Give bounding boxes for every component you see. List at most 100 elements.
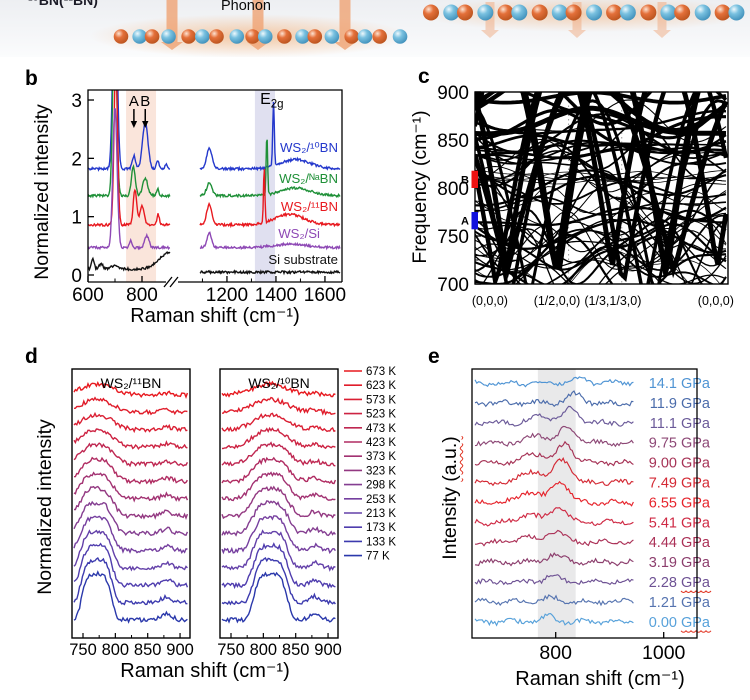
nitrogen-atom — [660, 4, 677, 21]
legend-label: 523 K — [366, 409, 396, 421]
pressure-label: 5.41 GPa — [649, 515, 711, 531]
svg-text:1: 1 — [71, 208, 82, 229]
temperature-spectrum-curve — [73, 542, 189, 588]
series-label: WS₂/Si — [278, 226, 320, 241]
legend-label: 173 K — [366, 522, 396, 534]
nitrogen-atom — [728, 4, 745, 21]
legend-label: 373 K — [366, 451, 396, 463]
nitrogen-atom — [257, 29, 273, 44]
phonon-band — [475, 169, 727, 222]
svg-text:850: 850 — [282, 641, 310, 659]
boron-atom — [181, 29, 196, 44]
phonon-band — [475, 180, 727, 230]
spectrum-curve — [88, 90, 341, 172]
svg-text:850: 850 — [437, 131, 469, 152]
pressure-label: 11.9 GPa — [650, 396, 711, 412]
pressure-label: 3.19 GPa — [649, 555, 711, 571]
pressure-label: 14.1 GPa — [649, 376, 711, 392]
boron-atom — [497, 4, 514, 21]
temperature-spectrum-curve — [221, 500, 336, 537]
temperature-spectrum-curve — [221, 380, 336, 398]
temperature-spectrum-curve — [221, 529, 336, 572]
temperature-spectrum-curve — [221, 515, 336, 555]
temperature-spectrum-curve — [73, 515, 188, 555]
nitrogen-atom — [357, 29, 373, 44]
boron-atom — [640, 4, 657, 21]
nitrogen-atom — [443, 4, 460, 21]
svg-text:900: 900 — [166, 641, 194, 659]
phonon-band — [475, 257, 727, 284]
svg-text:0: 0 — [71, 266, 82, 287]
svg-text:600: 600 — [72, 285, 104, 306]
peak-annotation: B — [140, 93, 150, 110]
temperature-spectrum-curve — [73, 428, 188, 451]
panel-e-plot: 14.1 GPa 11.9 GPa 11.1 GPa 9.75 GPa 9.00 GPa… — [471, 368, 712, 664]
legend-label: 213 K — [366, 508, 396, 520]
svg-text:900: 900 — [314, 641, 342, 659]
nitrogen-atom — [195, 29, 210, 44]
legend-label: 423 K — [366, 437, 396, 449]
legend-label: 253 K — [366, 494, 396, 506]
svg-text:2: 2 — [71, 149, 82, 170]
temperature-spectrum-curve — [221, 441, 336, 467]
temperature-spectrum-curve — [221, 426, 336, 450]
nitrogen-atom — [132, 29, 147, 44]
phonon-band — [475, 186, 727, 226]
boron-atom — [457, 4, 474, 21]
panel-letter-d: d — [25, 345, 38, 368]
phonon-band — [475, 108, 726, 147]
k-point-label: (0,0,0) — [472, 294, 508, 308]
pressure-spectrum-curve — [474, 574, 634, 586]
pressure-spectrum-curve — [474, 457, 634, 487]
panel-letter-b: b — [25, 67, 38, 90]
nitrogen-atom — [392, 29, 408, 44]
atom-chain-graphic — [90, 0, 750, 57]
nitrogen-atom — [586, 4, 603, 21]
pressure-spectrum-curve — [474, 390, 634, 408]
panel-b-plot: 0 1 2 3 600 800 1200 1400 1600 WS₂/¹⁰BN WS₂/ᴺᵃBN WS… — [71, 89, 346, 306]
phonon-band — [475, 219, 727, 284]
k-point-label: (1/2,0,0) — [534, 294, 581, 308]
nitrogen-atom — [694, 4, 711, 21]
nitrogen-atom — [619, 4, 636, 21]
phonon-band — [475, 170, 727, 182]
nitrogen-atom — [511, 4, 528, 21]
pressure-spectrum-curve — [474, 507, 634, 527]
legend-label: 323 K — [366, 465, 396, 477]
down-arrow-icon — [130, 121, 138, 128]
svg-text:800: 800 — [437, 179, 469, 200]
boron-atom — [714, 4, 731, 21]
svg-text:750: 750 — [217, 641, 245, 659]
series-label: WS₂/ᴺᵃBN — [279, 171, 338, 186]
temperature-spectrum-curve — [221, 412, 336, 433]
phonon-band — [475, 105, 727, 137]
phonon-band — [475, 218, 727, 254]
panel-letter-e: e — [428, 345, 440, 368]
pressure-label: 6.55 GPa — [649, 495, 711, 511]
mode-marker — [471, 170, 478, 188]
svg-text:750: 750 — [69, 641, 97, 659]
k-point-label: (1/3,1/3,0) — [584, 294, 641, 308]
phonon-label: Phonon — [221, 0, 271, 14]
svg-text:800: 800 — [102, 641, 130, 659]
phonon-band — [475, 92, 701, 276]
series-label: WS₂/¹⁰BN — [280, 140, 338, 155]
boron-atom — [307, 29, 323, 44]
phonon-band — [475, 245, 715, 284]
temperature-spectrum-curve — [73, 396, 188, 416]
svg-text:1400: 1400 — [255, 285, 297, 306]
phonon-band — [475, 218, 727, 284]
temperature-spectrum-curve — [221, 556, 336, 606]
nitrogen-atom — [551, 4, 568, 21]
svg-text:800: 800 — [250, 641, 278, 659]
pressure-label: 4.44 GPa — [649, 535, 711, 551]
boron-atom — [531, 4, 548, 21]
phonon-band — [475, 134, 727, 154]
temperature-spectrum-curve — [73, 471, 189, 503]
svg-text:700: 700 — [437, 275, 469, 296]
temperature-spectrum-curve — [73, 411, 188, 434]
phonon-band — [475, 139, 727, 155]
pressure-spectrum-curve — [474, 405, 634, 427]
